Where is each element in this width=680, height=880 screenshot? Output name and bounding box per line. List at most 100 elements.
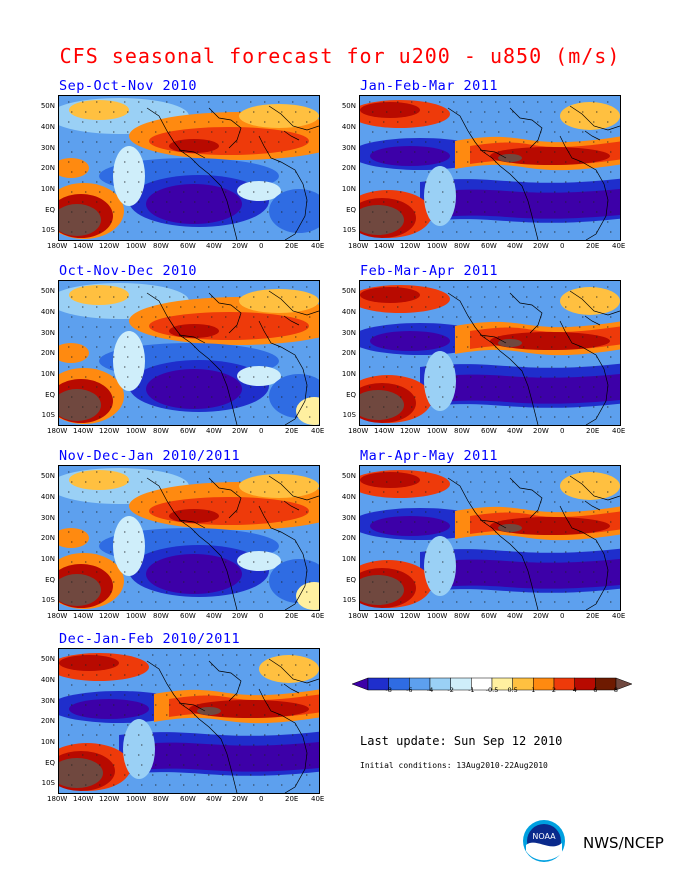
lon-label: 20W — [533, 242, 549, 250]
lat-label: EQ — [45, 576, 55, 584]
lon-label: 140W — [374, 242, 395, 250]
lon-label: 80W — [153, 612, 169, 620]
lon-label: 40W — [507, 612, 523, 620]
lat-label: 10S — [342, 596, 356, 604]
lon-label: 80W — [153, 795, 169, 803]
lon-label: 40W — [206, 612, 222, 620]
colorbar-arrow-left — [352, 677, 369, 691]
forecast-map — [360, 466, 620, 610]
noaa-logo: NOAA — [522, 819, 566, 863]
lat-label: 50N — [40, 472, 55, 480]
colorbar — [352, 677, 632, 691]
lat-label: 30N — [40, 697, 55, 705]
colorbar-label: 6 — [593, 686, 598, 694]
colorbar-swatch — [574, 677, 596, 691]
lat-label: EQ — [45, 206, 55, 214]
panel-title: Feb-Mar-Apr 2011 — [360, 263, 499, 279]
colorbar-swatch — [595, 677, 617, 691]
lat-label: 30N — [341, 329, 356, 337]
lat-label: 10S — [342, 411, 356, 419]
panel-title: Jan-Feb-Mar 2011 — [360, 78, 499, 94]
panel-title: Mar-Apr-May 2011 — [360, 448, 499, 464]
lon-label: 20W — [232, 795, 248, 803]
lat-label: 10S — [41, 779, 55, 787]
colorbar-swatch — [553, 677, 575, 691]
lon-label: 180W — [348, 612, 369, 620]
panel-title: Nov-Dec-Jan 2010/2011 — [59, 448, 241, 464]
lat-label: 40N — [341, 493, 356, 501]
lon-label: 20W — [232, 612, 248, 620]
forecast-map — [59, 466, 319, 610]
lat-label: 30N — [40, 514, 55, 522]
lon-label: 60W — [180, 795, 196, 803]
lon-label: 0 — [560, 612, 565, 620]
lat-label: 10N — [40, 555, 55, 563]
lat-label: 20N — [40, 349, 55, 357]
lon-label: 40W — [507, 427, 523, 435]
lon-label: 60W — [481, 427, 497, 435]
lon-label: 100W — [126, 612, 147, 620]
lat-label: 30N — [341, 514, 356, 522]
lon-label: 180W — [348, 427, 369, 435]
lon-label: 120W — [400, 427, 421, 435]
lat-label: 10N — [341, 370, 356, 378]
lon-label: 0 — [259, 795, 264, 803]
forecast-map — [59, 281, 319, 425]
lat-label: 40N — [40, 308, 55, 316]
colorbar-label: 0.5 — [507, 686, 518, 694]
lat-label: 40N — [40, 493, 55, 501]
lon-label: 100W — [427, 612, 448, 620]
lon-label: 100W — [427, 242, 448, 250]
lat-label: 10N — [341, 185, 356, 193]
lon-label: 120W — [400, 612, 421, 620]
lon-label: 40E — [311, 795, 325, 803]
lat-label: 20N — [341, 534, 356, 542]
lat-label: 30N — [341, 144, 356, 152]
lon-label: 0 — [259, 427, 264, 435]
forecast-map — [360, 96, 620, 240]
colorbar-swatch — [533, 677, 555, 691]
lon-label: 20E — [285, 612, 299, 620]
lon-label: 40W — [206, 242, 222, 250]
lat-label: 10N — [40, 185, 55, 193]
lon-label: 80W — [153, 242, 169, 250]
panel-title: Oct-Nov-Dec 2010 — [59, 263, 198, 279]
lon-label: 100W — [126, 795, 147, 803]
lat-label: 10S — [41, 226, 55, 234]
lat-label: 20N — [341, 164, 356, 172]
lon-label: 100W — [427, 427, 448, 435]
lon-label: 0 — [560, 242, 565, 250]
lat-label: 20N — [40, 164, 55, 172]
lat-label: 10N — [341, 555, 356, 563]
lat-label: EQ — [346, 206, 356, 214]
lon-label: 120W — [99, 242, 120, 250]
lon-label: 100W — [126, 427, 147, 435]
lon-label: 80W — [454, 612, 470, 620]
lon-label: 60W — [180, 242, 196, 250]
colorbar-label: -0.5 — [485, 686, 499, 694]
lon-label: 20E — [285, 795, 299, 803]
lat-label: 20N — [40, 534, 55, 542]
forecast-map — [59, 96, 319, 240]
lon-label: 0 — [560, 427, 565, 435]
lon-label: 180W — [47, 795, 68, 803]
lon-label: 180W — [47, 427, 68, 435]
lon-label: 80W — [153, 427, 169, 435]
lon-label: 40E — [311, 427, 325, 435]
forecast-map — [360, 281, 620, 425]
lon-label: 60W — [481, 612, 497, 620]
lat-label: 30N — [40, 144, 55, 152]
colorbar-label: -4 — [426, 686, 434, 694]
lon-label: 140W — [374, 427, 395, 435]
lat-label: 50N — [40, 287, 55, 295]
lat-label: EQ — [346, 391, 356, 399]
lat-label: 50N — [40, 655, 55, 663]
panel-title: Dec-Jan-Feb 2010/2011 — [59, 631, 241, 647]
agency-label: NWS/NCEP — [583, 834, 664, 852]
lon-label: 20E — [586, 242, 600, 250]
lat-label: 30N — [40, 329, 55, 337]
colorbar-label: -8 — [385, 686, 392, 694]
lon-label: 0 — [259, 612, 264, 620]
lon-label: 60W — [180, 612, 196, 620]
lon-label: 20W — [533, 612, 549, 620]
